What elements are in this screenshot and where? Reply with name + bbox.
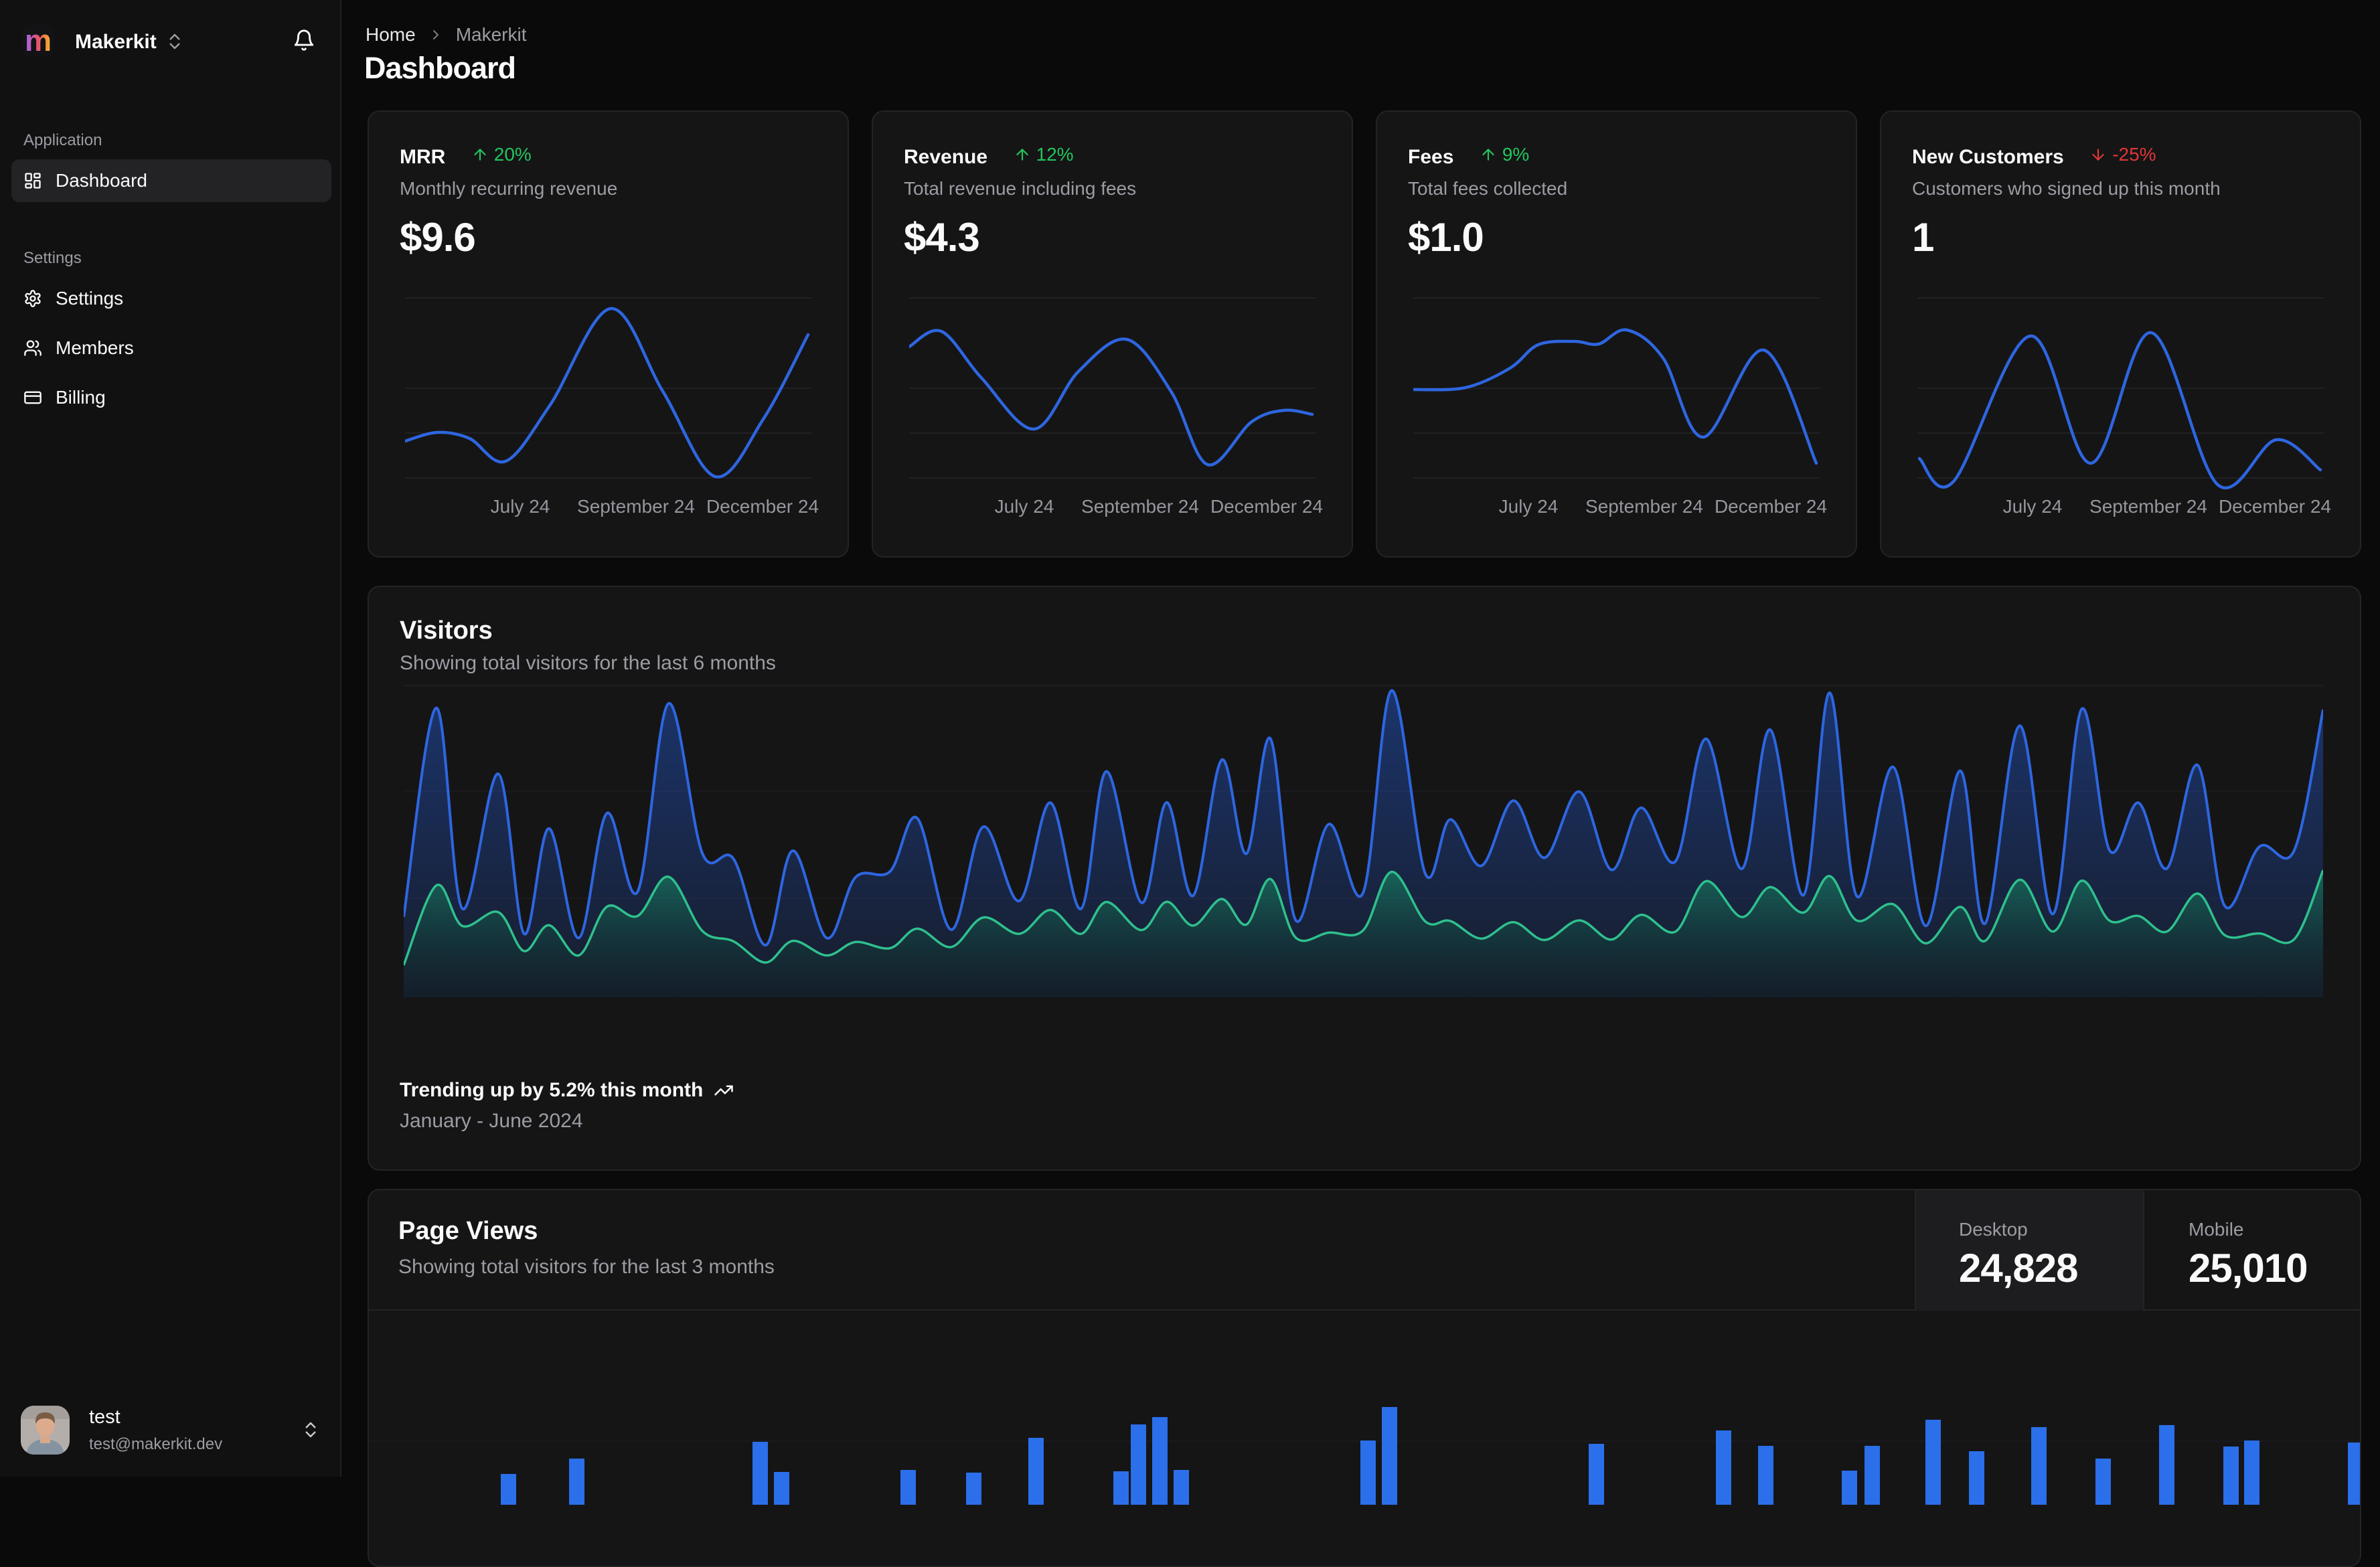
svg-text:m: m [25, 25, 52, 57]
